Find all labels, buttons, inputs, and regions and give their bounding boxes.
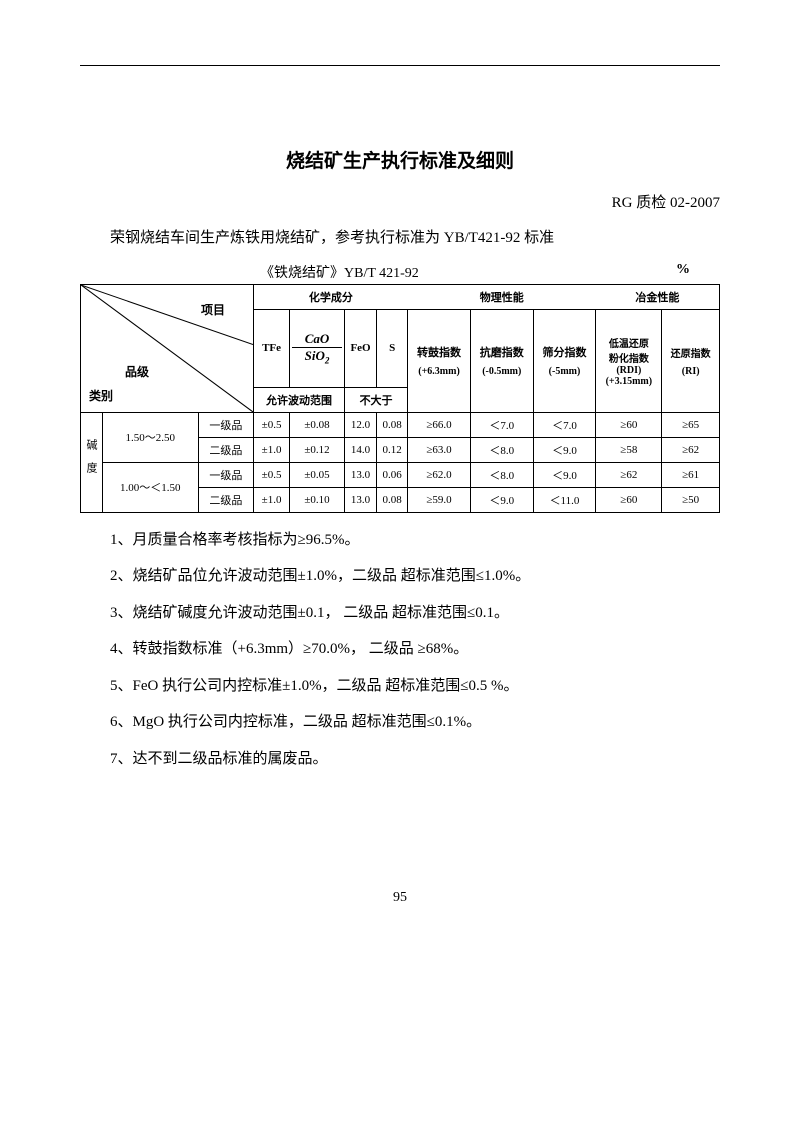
top-rule: [80, 65, 720, 66]
cell: ≥63.0: [408, 437, 471, 462]
caption-left: 《铁烧结矿》YB/T 421-92: [260, 262, 419, 282]
cell: ≥50: [662, 487, 720, 512]
cell: ≥60: [596, 487, 662, 512]
note-item: 3、烧结矿碱度允许波动范围±0.1， 二级品 超标准范围≤0.1。: [80, 602, 720, 625]
cell: ±0.5: [254, 462, 290, 487]
doc-number: RG 质检 02-2007: [80, 191, 720, 212]
cell: ±0.5: [254, 412, 290, 437]
col-drum: 转鼓指数 (+6.3mm): [408, 309, 471, 412]
col-rdi: 低温还原 粉化指数 (RDI) (+3.15mm): [596, 309, 662, 412]
cell: ≥60: [596, 412, 662, 437]
table-row: 1.00～＜1.50 一级品 ±0.5 ±0.05 13.0 0.06 ≥62.…: [81, 462, 720, 487]
cell: ±0.10: [290, 487, 345, 512]
cell: ＜9.0: [470, 487, 533, 512]
table-row: 碱度 1.50～2.50 一级品 ±0.5 ±0.08 12.0 0.08 ≥6…: [81, 412, 720, 437]
cell: 0.08: [377, 412, 408, 437]
caption-right: %: [676, 262, 690, 282]
cell: ＜9.0: [533, 462, 596, 487]
table-row: 项目 品级 类别 化学成分 物理性能 冶金性能: [81, 284, 720, 309]
note-item: 2、烧结矿品位允许波动范围±1.0%，二级品 超标准范围≤1.0%。: [80, 565, 720, 588]
diag-label-category: 类别: [89, 387, 113, 404]
cell: ＜8.0: [470, 462, 533, 487]
table-caption: 《铁烧结矿》YB/T 421-92 %: [80, 262, 720, 282]
col-abr: 抗磨指数 (-0.5mm): [470, 309, 533, 412]
cell-range: 1.00～＜1.50: [103, 462, 199, 512]
col-s: S: [377, 309, 408, 387]
diagonal-header: 项目 品级 类别: [81, 284, 254, 412]
cell: ±0.05: [290, 462, 345, 487]
page-title: 烧结矿生产执行标准及细则: [80, 146, 720, 173]
cell: ＜11.0: [533, 487, 596, 512]
cell: ＜8.0: [470, 437, 533, 462]
cell: 12.0: [344, 412, 376, 437]
cell: ≥58: [596, 437, 662, 462]
col-phys: 物理性能: [408, 284, 596, 309]
cell: ≥62: [662, 437, 720, 462]
cell: ±0.12: [290, 437, 345, 462]
cell: 0.12: [377, 437, 408, 462]
note-item: 1、月质量合格率考核指标为≥96.5%。: [80, 529, 720, 552]
col-chem: 化学成分: [254, 284, 408, 309]
cell: ≥59.0: [408, 487, 471, 512]
col-feo: FeO: [344, 309, 376, 387]
cell-grade: 二级品: [198, 487, 253, 512]
page: 烧结矿生产执行标准及细则 RG 质检 02-2007 荣钢烧结车间生产炼铁用烧结…: [0, 0, 800, 946]
cell: ＜7.0: [533, 412, 596, 437]
cell: ±1.0: [254, 437, 290, 462]
cell: ＜7.0: [470, 412, 533, 437]
col-metal: 冶金性能: [596, 284, 720, 309]
col-ri: 还原指数 (RI): [662, 309, 720, 412]
cell: ≥61: [662, 462, 720, 487]
cell: ±1.0: [254, 487, 290, 512]
cell: ±0.08: [290, 412, 345, 437]
cell-grade: 二级品: [198, 437, 253, 462]
standards-table: 项目 品级 类别 化学成分 物理性能 冶金性能 TFe CaO SiO2 FeO…: [80, 284, 720, 513]
cell: 13.0: [344, 462, 376, 487]
cell: 14.0: [344, 437, 376, 462]
cell: ≥62: [596, 462, 662, 487]
cell: ＜9.0: [533, 437, 596, 462]
cell-grade: 一级品: [198, 412, 253, 437]
page-number: 95: [80, 890, 720, 906]
cell: ≥62.0: [408, 462, 471, 487]
cell: ≥66.0: [408, 412, 471, 437]
note-item: 7、达不到二级品标准的属废品。: [80, 748, 720, 771]
rowgroup-basicity: 碱度: [81, 412, 103, 512]
intro-text: 荣钢烧结车间生产炼铁用烧结矿，参考执行标准为 YB/T421-92 标准: [80, 226, 720, 252]
notes-section: 1、月质量合格率考核指标为≥96.5%。 2、烧结矿品位允许波动范围±1.0%，…: [80, 529, 720, 771]
cell-range: 1.50～2.50: [103, 412, 199, 462]
col-range: 允许波动范围: [254, 387, 345, 412]
col-tfe: TFe: [254, 309, 290, 387]
col-sieve: 筛分指数 (-5mm): [533, 309, 596, 412]
cell: 0.08: [377, 487, 408, 512]
cell: 13.0: [344, 487, 376, 512]
cell: 0.06: [377, 462, 408, 487]
col-nle: 不大于: [344, 387, 407, 412]
diag-label-project: 项目: [201, 301, 225, 318]
note-item: 6、MgO 执行公司内控标准，二级品 超标准范围≤0.1%。: [80, 711, 720, 734]
diag-label-grade: 品级: [125, 363, 149, 380]
col-caosio2: CaO SiO2: [290, 309, 345, 387]
note-item: 5、FeO 执行公司内控标准±1.0%，二级品 超标准范围≤0.5 %。: [80, 675, 720, 698]
cell: ≥65: [662, 412, 720, 437]
note-item: 4、转鼓指数标准（+6.3mm）≥70.0%， 二级品 ≥68%。: [80, 638, 720, 661]
cell-grade: 一级品: [198, 462, 253, 487]
